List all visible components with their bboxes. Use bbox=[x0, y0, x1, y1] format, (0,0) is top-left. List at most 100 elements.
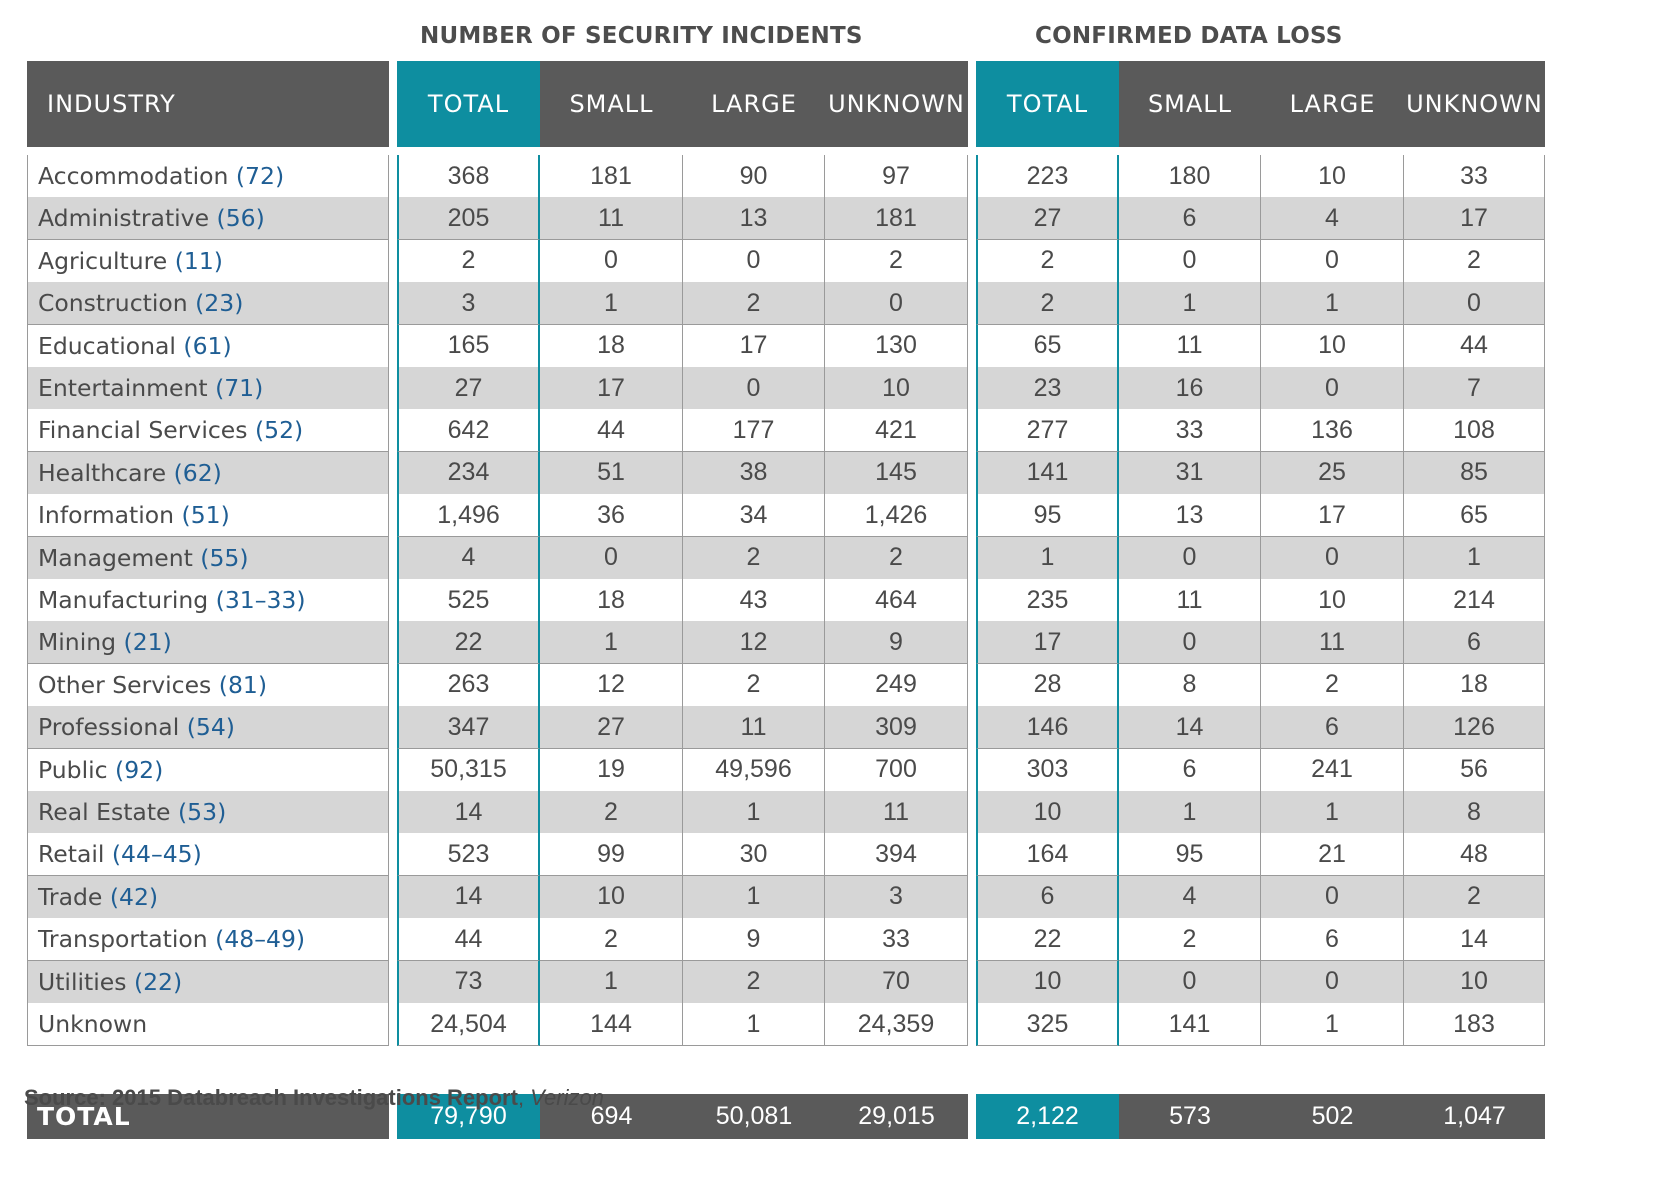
industry-cell: Real Estate (53) bbox=[27, 791, 389, 834]
industry-name: Financial Services bbox=[38, 416, 248, 445]
industry-name: Management bbox=[38, 543, 193, 572]
table-row: Trade (42) 14 10 1 3 6 4 0 2 bbox=[27, 875, 1645, 919]
incidents-large-cell: 0 bbox=[683, 367, 825, 410]
column-gap bbox=[389, 61, 397, 1139]
data-loss-total-cell: 235 bbox=[976, 579, 1119, 622]
incidents-total-cell: 165 bbox=[397, 324, 540, 368]
incidents-unknown-cell: 394 bbox=[825, 833, 968, 877]
data-loss-small-cell: 95 bbox=[1119, 833, 1261, 877]
incidents-small-cell: 11 bbox=[540, 197, 683, 241]
naics-code: (21) bbox=[123, 628, 172, 657]
industry-name: Healthcare bbox=[38, 458, 167, 487]
naics-code: (71) bbox=[215, 374, 264, 402]
industry-code-space bbox=[208, 586, 215, 614]
incidents-total-cell: 234 bbox=[397, 451, 540, 495]
industry-cell: Transportation (48–49) bbox=[27, 918, 389, 962]
data-loss-unknown-cell: 10 bbox=[1404, 960, 1545, 1004]
incidents-unknown-cell: 130 bbox=[825, 324, 968, 368]
data-loss-total-cell: 95 bbox=[976, 494, 1119, 538]
data-loss-unknown-cell: 48 bbox=[1404, 833, 1545, 877]
incidents-large-cell: 1 bbox=[683, 791, 825, 834]
table-row: Other Services (81) 263 12 2 249 28 8 2 18 bbox=[27, 663, 1645, 707]
industry-code-space bbox=[176, 332, 183, 360]
naics-code: (31–33) bbox=[215, 586, 306, 614]
incidents-small-cell: 144 bbox=[540, 1003, 683, 1046]
total-label: TOTAL bbox=[27, 1094, 389, 1139]
incidents-large-cell: 1 bbox=[683, 1003, 825, 1046]
incidents-total-cell: 2 bbox=[397, 239, 540, 283]
data-loss-small-cell: 1 bbox=[1119, 282, 1261, 326]
table-row: Agriculture (11) 2 0 0 2 2 0 0 2 bbox=[27, 239, 1645, 283]
naics-code: (56) bbox=[216, 204, 265, 233]
data-loss-unknown-cell: 2 bbox=[1404, 875, 1545, 919]
total-incidents-large: 50,081 bbox=[683, 1094, 825, 1139]
incidents-unknown-cell: 1,426 bbox=[825, 494, 968, 538]
incidents-total-cell: 4 bbox=[397, 536, 540, 580]
incidents-large-cell: 2 bbox=[683, 536, 825, 580]
source-separator: , bbox=[517, 1085, 531, 1110]
industry-name: Utilities bbox=[38, 967, 127, 996]
data-loss-large-cell: 25 bbox=[1261, 451, 1404, 495]
industry-name: Real Estate bbox=[38, 798, 171, 826]
data-loss-small-cell: 0 bbox=[1119, 960, 1261, 1004]
table-row: Manufacturing (31–33) 525 18 43 464 235 11 10 21… bbox=[27, 579, 1645, 622]
data-loss-small-cell: 6 bbox=[1119, 197, 1261, 241]
data-loss-total-cell: 65 bbox=[976, 324, 1119, 368]
data-loss-unknown-cell: 0 bbox=[1404, 282, 1545, 326]
industry-code-space bbox=[193, 544, 200, 572]
data-loss-total-cell: 223 bbox=[976, 155, 1119, 198]
table-row: Construction (23) 3 1 2 0 2 1 1 0 bbox=[27, 282, 1645, 326]
data-loss-large-cell: 1 bbox=[1261, 791, 1404, 834]
data-loss-large-cell: 0 bbox=[1261, 536, 1404, 580]
industry-name: Construction bbox=[38, 289, 188, 318]
industry-code-space bbox=[167, 247, 174, 275]
data-loss-total-cell: 164 bbox=[976, 833, 1119, 877]
data-loss-total-cell: 10 bbox=[976, 960, 1119, 1004]
data-loss-unknown-cell: 7 bbox=[1404, 367, 1545, 410]
data-loss-total-cell: 23 bbox=[976, 367, 1119, 410]
industry-name: Agriculture bbox=[38, 246, 168, 275]
data-loss-small-cell: 16 bbox=[1119, 367, 1261, 410]
incidents-large-cell: 43 bbox=[683, 579, 825, 622]
industry-name: Other Services bbox=[38, 670, 212, 699]
incidents-small-cell: 10 bbox=[540, 875, 683, 919]
data-loss-group-title: CONFIRMED DATA LOSS bbox=[1035, 23, 1343, 49]
industry-cell: Administrative (56) bbox=[27, 197, 389, 241]
incidents-large-cell: 177 bbox=[683, 409, 825, 453]
industry-cell: Agriculture (11) bbox=[27, 239, 389, 283]
industry-cell: Public (92) bbox=[27, 748, 389, 792]
industry-code-space bbox=[171, 798, 178, 826]
incidents-small-cell: 1 bbox=[540, 282, 683, 326]
data-loss-total-cell: 146 bbox=[976, 706, 1119, 750]
incidents-large-cell: 30 bbox=[683, 833, 825, 877]
industry-cell: Trade (42) bbox=[27, 875, 389, 919]
naics-code: (61) bbox=[183, 331, 232, 360]
data-loss-total-cell: 28 bbox=[976, 663, 1119, 707]
incidents-unknown-cell: 464 bbox=[825, 579, 968, 622]
data-loss-total-cell: 2 bbox=[976, 239, 1119, 283]
incidents-total-cell: 347 bbox=[397, 706, 540, 750]
data-loss-large-cell: 0 bbox=[1261, 960, 1404, 1004]
data-loss-unknown-cell: 14 bbox=[1404, 918, 1545, 962]
incidents-small-cell: 181 bbox=[540, 155, 683, 198]
table-row: Mining (21) 22 1 12 9 17 0 11 6 bbox=[27, 621, 1645, 665]
incidents-total-cell: 368 bbox=[397, 155, 540, 198]
data-loss-unknown-cell: 17 bbox=[1404, 197, 1545, 241]
table-row: Utilities (22) 73 1 2 70 10 0 0 10 bbox=[27, 960, 1645, 1004]
naics-code: (22) bbox=[133, 967, 183, 996]
total-data-loss-total: 2,122 bbox=[976, 1094, 1119, 1139]
incidents-large-cell: 38 bbox=[683, 451, 825, 495]
industry-cell: Accommodation (72) bbox=[27, 155, 389, 198]
incidents-small-cell: 12 bbox=[540, 663, 683, 707]
industry-cell: Utilities (22) bbox=[27, 960, 389, 1004]
incidents-unknown-cell: 2 bbox=[825, 239, 968, 283]
incidents-unknown-cell: 24,359 bbox=[825, 1003, 968, 1046]
incidents-large-cell: 2 bbox=[683, 960, 825, 1004]
table-row: Professional (54) 347 27 11 309 146 14 6 126 bbox=[27, 706, 1645, 750]
incidents-total-cell: 24,504 bbox=[397, 1003, 540, 1046]
incidents-unknown-cell: 3 bbox=[825, 875, 968, 919]
table-row: Information (51) 1,496 36 34 1,426 95 13 17 65 bbox=[27, 494, 1645, 538]
incidents-total-cell: 3 bbox=[397, 282, 540, 326]
industry-name: Mining bbox=[38, 628, 117, 657]
data-loss-small-cell: 1 bbox=[1119, 791, 1261, 834]
